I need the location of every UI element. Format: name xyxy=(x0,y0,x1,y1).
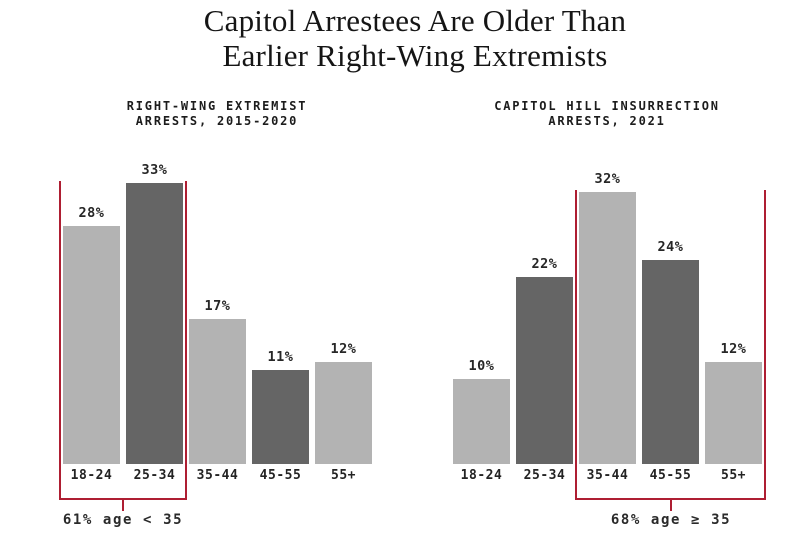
bracket-bottom-line xyxy=(59,498,187,500)
bar-45-55 xyxy=(642,260,699,464)
bar-45-55 xyxy=(252,370,309,464)
bar-35-44 xyxy=(579,192,636,464)
bracket-tick xyxy=(670,500,672,511)
main-title-line-1: Capitol Arrestees Are Older Than xyxy=(203,3,627,38)
bracket-tick xyxy=(122,500,124,511)
x-axis-label: 55+ xyxy=(331,468,356,483)
bracket-left-line xyxy=(575,190,577,500)
bar-value-label: 22% xyxy=(531,256,558,272)
x-axis-label: 45-55 xyxy=(259,468,302,483)
x-axis-label: 25-34 xyxy=(523,468,566,483)
subtitle-line-2: ARRESTS, 2021 xyxy=(548,114,666,128)
plot-area: 28% 18-24 33% 25-34 17% 35-44 11% 45-55 12% 55+ 61… xyxy=(0,0,390,538)
bar-18-24 xyxy=(453,379,510,464)
bar-18-24 xyxy=(63,226,120,464)
chart-panel-capitol-hill-insurrection: CAPITOL HILL INSURRECTION ARRESTS, 2021 … xyxy=(390,0,810,538)
bar-25-34 xyxy=(516,277,573,464)
subtitle-line-1: CAPITOL HILL INSURRECTION xyxy=(494,99,720,113)
bar-value-label: 24% xyxy=(657,239,684,255)
bracket-right-line xyxy=(764,190,766,500)
bracket-annotation-label: 68% age ≥ 35 xyxy=(610,512,732,528)
chart-subtitle: RIGHT-WING EXTREMIST ARRESTS, 2015-2020 xyxy=(37,99,397,129)
x-axis-label: 45-55 xyxy=(649,468,692,483)
bracket-bottom-line xyxy=(575,498,766,500)
bar-55+ xyxy=(315,362,372,464)
bar-value-label: 33% xyxy=(141,162,168,178)
x-axis-label: 18-24 xyxy=(70,468,113,483)
subtitle-line-2: ARRESTS, 2015-2020 xyxy=(135,114,299,128)
subtitle-line-1: RIGHT-WING EXTREMIST xyxy=(126,99,308,113)
bar-55+ xyxy=(705,362,762,464)
bar-value-label: 12% xyxy=(330,341,357,357)
bar-value-label: 17% xyxy=(204,298,231,314)
chart-subtitle: CAPITOL HILL INSURRECTION ARRESTS, 2021 xyxy=(427,99,787,129)
x-axis-label: 18-24 xyxy=(460,468,503,483)
bar-value-label: 11% xyxy=(267,349,294,365)
x-axis-label: 25-34 xyxy=(133,468,176,483)
bar-25-34 xyxy=(126,183,183,464)
bar-value-label: 10% xyxy=(468,358,495,374)
chart-panel-right-wing-extremist: RIGHT-WING EXTREMIST ARRESTS, 2015-2020 … xyxy=(0,0,390,538)
plot-area: 10% 18-24 22% 25-34 32% 35-44 24% 45-55 12% 55+ 68… xyxy=(390,0,810,538)
x-axis-label: 55+ xyxy=(721,468,746,483)
bar-value-label: 32% xyxy=(594,171,621,187)
bracket-right-line xyxy=(185,181,187,500)
x-axis-label: 35-44 xyxy=(586,468,629,483)
bar-35-44 xyxy=(189,319,246,464)
bracket-left-line xyxy=(59,181,61,500)
bar-value-label: 28% xyxy=(78,205,105,221)
x-axis-label: 35-44 xyxy=(196,468,239,483)
main-title-line-2: Earlier Right-Wing Extremists xyxy=(222,38,608,73)
chart-main-title: Capitol Arrestees Are Older Than Earlier… xyxy=(20,3,810,73)
bracket-annotation-label: 61% age < 35 xyxy=(62,512,184,528)
bar-value-label: 12% xyxy=(720,341,747,357)
